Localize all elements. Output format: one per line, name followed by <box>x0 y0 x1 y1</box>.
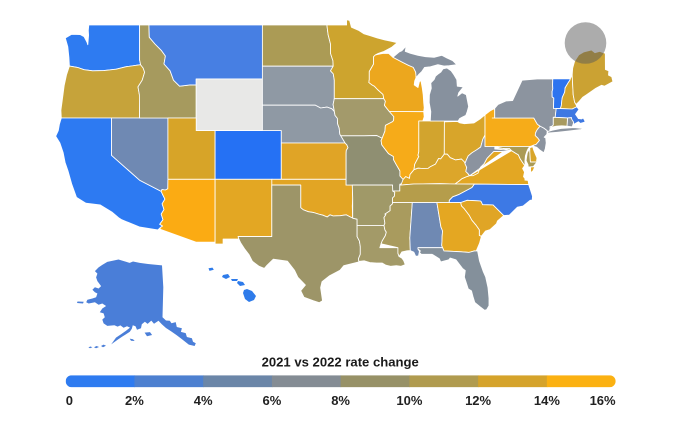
svg-text:6%: 6% <box>263 393 282 408</box>
svg-text:14%: 14% <box>534 393 560 408</box>
svg-text:2021 vs 2022 rate change: 2021 vs 2022 rate change <box>262 354 419 369</box>
svg-text:4%: 4% <box>194 393 213 408</box>
svg-text:10%: 10% <box>396 393 422 408</box>
svg-text:16%: 16% <box>590 393 616 408</box>
svg-text:0: 0 <box>66 393 73 408</box>
svg-text:8%: 8% <box>331 393 350 408</box>
svg-text:2%: 2% <box>125 393 144 408</box>
svg-text:12%: 12% <box>465 393 491 408</box>
